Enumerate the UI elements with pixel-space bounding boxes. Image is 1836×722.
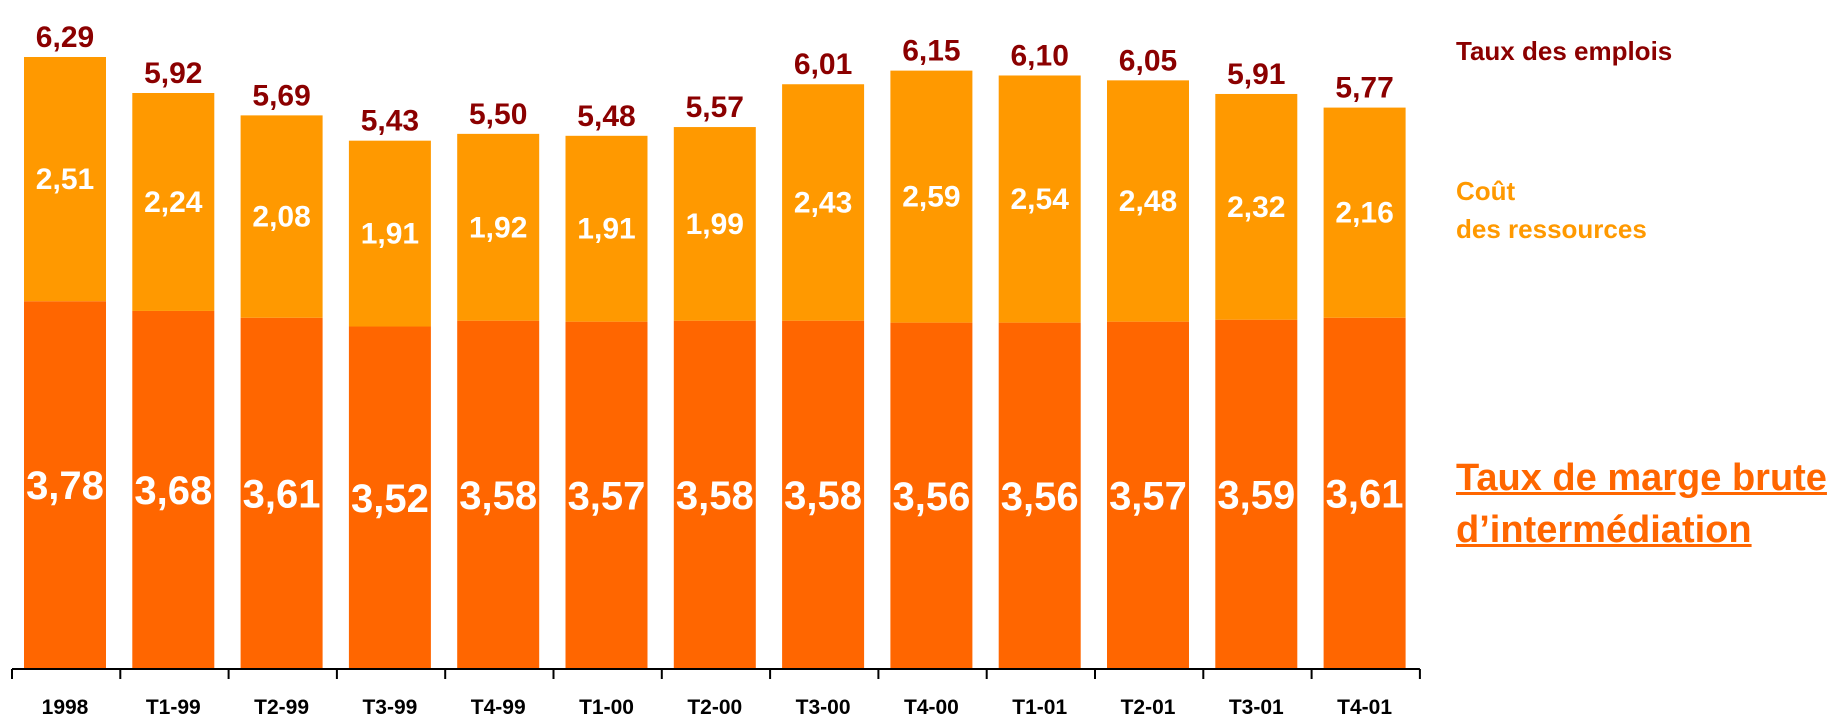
bar-marge-T3-00 bbox=[782, 320, 865, 669]
label-cout-T2-00: 1,99 bbox=[686, 208, 744, 241]
legend-marge-line1: Taux de marge brute bbox=[1456, 457, 1827, 499]
label-total-T4-00: 6,15 bbox=[902, 35, 960, 68]
label-total-T4-99: 5,50 bbox=[469, 98, 527, 131]
bar-cout-T2-00 bbox=[673, 127, 756, 321]
bar-marge-T2-01 bbox=[1107, 321, 1189, 669]
xtick-label-T1-99: T1-99 bbox=[146, 696, 201, 719]
label-total-T1-99: 5,92 bbox=[144, 57, 202, 90]
bar-cout-T4-01 bbox=[1323, 107, 1406, 318]
xtick-label-T2-00: T2-00 bbox=[687, 696, 742, 719]
bar-cout-T2-99 bbox=[240, 115, 323, 318]
label-cout-T2-01: 2,48 bbox=[1119, 185, 1177, 218]
bar-cout-T3-00 bbox=[782, 84, 865, 321]
label-total-T4-01: 5,77 bbox=[1335, 72, 1393, 105]
legend-marge-line2: d’intermédiation bbox=[1456, 509, 1752, 551]
legend-cout-des-ressources: Coût des ressources bbox=[1456, 172, 1647, 248]
bar-cout-T2-01 bbox=[1107, 80, 1189, 322]
label-total-T2-01: 6,05 bbox=[1119, 44, 1177, 77]
bar-cout-T1-99 bbox=[132, 93, 215, 311]
label-total-T3-00: 6,01 bbox=[794, 48, 852, 81]
label-cout-T2-99: 2,08 bbox=[252, 201, 310, 234]
xtick-label-1998: 1998 bbox=[42, 696, 89, 719]
bar-marge-T2-00 bbox=[673, 320, 756, 669]
legend-taux-de-marge: Taux de marge brute d’intermédiation bbox=[1456, 452, 1827, 556]
label-marge-1998: 3,78 bbox=[26, 464, 104, 508]
label-total-T2-00: 5,57 bbox=[686, 91, 744, 124]
xtick-label-T2-01: T2-01 bbox=[1121, 696, 1176, 719]
xtick-label-T4-01: T4-01 bbox=[1337, 696, 1392, 719]
legend-emplois-label: Taux des emplois bbox=[1456, 36, 1673, 66]
bar-cout-T1-00 bbox=[565, 135, 648, 322]
label-marge-T1-99: 3,68 bbox=[134, 469, 212, 513]
label-marge-T4-99: 3,58 bbox=[459, 474, 537, 518]
legend-cout-line1: Coût bbox=[1456, 176, 1516, 206]
label-marge-T1-00: 3,57 bbox=[568, 474, 646, 518]
xtick-label-T3-01: T3-01 bbox=[1229, 696, 1284, 719]
label-cout-T4-99: 1,92 bbox=[469, 211, 527, 244]
xtick-label-T4-00: T4-00 bbox=[904, 696, 959, 719]
xtick-label-T4-99: T4-99 bbox=[471, 696, 526, 719]
bar-marge-T4-99 bbox=[457, 320, 540, 669]
bar-cout-T3-01 bbox=[1215, 93, 1298, 320]
legend-taux-des-emplois: Taux des emplois bbox=[1456, 36, 1672, 67]
label-cout-T4-01: 2,16 bbox=[1335, 197, 1393, 230]
label-cout-T4-00: 2,59 bbox=[902, 181, 960, 214]
label-cout-T3-00: 2,43 bbox=[794, 186, 852, 219]
label-cout-T3-99: 1,91 bbox=[361, 218, 419, 251]
label-marge-T2-00: 3,58 bbox=[676, 474, 754, 518]
label-marge-T2-99: 3,61 bbox=[243, 472, 321, 516]
xtick-label-T1-00: T1-00 bbox=[579, 696, 634, 719]
label-cout-T3-01: 2,32 bbox=[1227, 191, 1285, 224]
bar-marge-T1-00 bbox=[565, 321, 648, 669]
xtick-label-T3-99: T3-99 bbox=[362, 696, 417, 719]
label-cout-T1-01: 2,54 bbox=[1011, 183, 1070, 216]
label-total-T2-99: 5,69 bbox=[252, 79, 310, 112]
label-marge-T1-01: 3,56 bbox=[1001, 475, 1079, 519]
label-total-T1-01: 6,10 bbox=[1011, 39, 1069, 72]
label-total-T3-01: 5,91 bbox=[1227, 58, 1285, 91]
bar-cout-T4-00 bbox=[890, 70, 973, 323]
label-marge-T3-01: 3,59 bbox=[1217, 473, 1295, 517]
bar-cout-1998 bbox=[24, 57, 106, 302]
bar-cout-T4-99 bbox=[457, 133, 540, 321]
bar-marge-T2-99 bbox=[240, 317, 323, 669]
bar-marge-T1-01 bbox=[998, 322, 1081, 669]
bar-cout-T1-01 bbox=[998, 75, 1081, 323]
label-marge-T4-01: 3,61 bbox=[1326, 472, 1404, 516]
label-cout-T1-99: 2,24 bbox=[144, 186, 203, 219]
label-marge-T2-01: 3,57 bbox=[1109, 474, 1187, 518]
label-total-T3-99: 5,43 bbox=[361, 105, 419, 138]
bar-marge-T4-01 bbox=[1323, 317, 1406, 669]
xtick-label-T2-99: T2-99 bbox=[254, 696, 309, 719]
bar-marge-T1-99 bbox=[132, 310, 215, 669]
label-marge-T3-00: 3,58 bbox=[784, 474, 862, 518]
label-cout-1998: 2,51 bbox=[36, 163, 94, 196]
label-marge-T3-99: 3,52 bbox=[351, 477, 429, 521]
bar-cout-T3-99 bbox=[348, 140, 431, 327]
label-total-T1-00: 5,48 bbox=[577, 100, 635, 133]
xtick-label-T1-01: T1-01 bbox=[1012, 696, 1067, 719]
legend-cout-line2: des ressources bbox=[1456, 214, 1647, 244]
bar-marge-1998 bbox=[24, 301, 106, 669]
bar-marge-T4-00 bbox=[890, 322, 973, 669]
bar-marge-T3-01 bbox=[1215, 319, 1298, 669]
label-cout-T1-00: 1,91 bbox=[577, 213, 635, 246]
bar-marge-T3-99 bbox=[348, 326, 431, 669]
xtick-label-T3-00: T3-00 bbox=[796, 696, 851, 719]
label-total-1998: 6,29 bbox=[36, 21, 94, 54]
label-marge-T4-00: 3,56 bbox=[892, 475, 970, 519]
